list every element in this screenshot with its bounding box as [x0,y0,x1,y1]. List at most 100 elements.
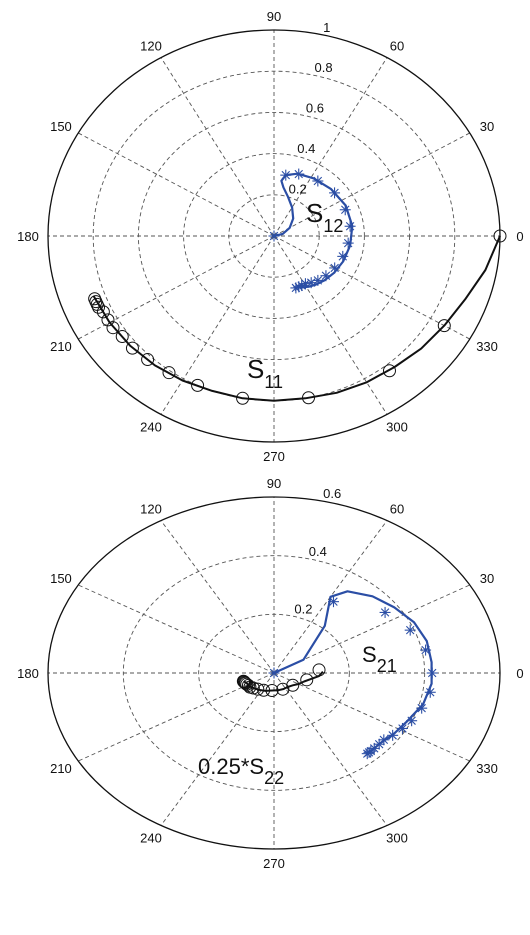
angle-tick-label: 270 [263,449,285,464]
data-point-asterisk [406,715,418,727]
radial-tick-label: 1 [323,20,330,35]
data-point-circle [162,366,176,380]
angle-gridline-210 [78,235,275,340]
angle-tick-label: 300 [386,831,408,846]
series-line-0 [273,590,433,755]
angle-tick-label: 90 [267,9,281,24]
data-point-asterisk [379,606,391,618]
data-point-asterisk [424,686,436,698]
data-point-circle [115,329,129,343]
data-point-circle [240,677,254,691]
radial-gridline-0.6 [137,111,411,361]
radial-gridline-0.4 [183,153,365,319]
data-point-asterisk [344,220,356,232]
data-point-asterisk [312,175,324,187]
data-point-asterisk [329,262,341,274]
angle-gridline-30 [273,132,470,237]
angle-tick-label: 30 [480,119,494,134]
angle-tick-label: 30 [480,571,494,586]
data-point-circle [251,682,265,696]
data-point-asterisk [416,702,428,714]
data-point-circle [92,300,106,314]
angle-gridline-120 [160,57,275,237]
angle-tick-label: 150 [50,119,72,134]
angle-tick-label: 210 [50,339,72,354]
data-point-asterisk [396,722,408,734]
data-point-asterisk [290,282,302,294]
polar-plot-s21-s22: 0.2 0.4 0.6 0 30 60 90 120 150 180 210 240 270 300 330… [17,476,523,871]
data-point-circle [106,321,120,335]
angle-tick-label: 150 [50,571,72,586]
data-point-circle [236,674,250,688]
radial-tick-label: 0.8 [314,60,332,75]
angle-gridline-30 [273,584,470,674]
angle-gridline-60 [273,57,388,237]
data-point-circle [382,364,396,378]
radial-tick-label: 0.4 [309,544,327,559]
data-point-circle [236,391,250,405]
angle-gridline-120 [160,520,275,674]
data-point-asterisk [293,168,305,180]
polar-frame [47,496,501,850]
radial-gridline-0.4 [122,555,426,791]
angle-tick-label: 270 [263,856,285,871]
data-point-asterisk [339,204,351,216]
angle-tick-label: 60 [390,38,404,53]
angle-gridline-150 [78,132,275,237]
data-point-circle [238,676,252,690]
angle-gridline-330 [273,235,470,340]
data-point-circle [141,353,155,367]
series-line-2 [92,235,501,402]
data-point-circle [191,378,205,392]
series-annotation: S21 [362,642,397,676]
radial-tick-label: 0.6 [306,101,324,116]
data-point-circle [241,678,255,692]
angle-gridline-240 [160,235,275,415]
data-point-asterisk [404,624,416,636]
data-point-circle [90,297,104,311]
data-point-asterisk [387,729,399,741]
data-point-circle [301,391,315,405]
angle-tick-label: 120 [140,501,162,516]
data-point-circle [88,292,102,306]
angle-tick-label: 180 [17,229,39,244]
angle-tick-label: 240 [140,420,162,435]
angle-tick-label: 0 [516,229,523,244]
series-annotation: 0.25*S22 [198,754,284,788]
angle-gridline-300 [273,672,388,826]
data-point-circle [493,229,507,243]
data-point-asterisk [327,596,339,608]
angle-tick-label: 180 [17,666,39,681]
angle-gridline-150 [78,584,275,674]
data-point-circle [312,663,326,677]
angle-tick-label: 300 [386,420,408,435]
angle-tick-label: 60 [390,501,404,516]
series-annotation: S12 [306,198,343,236]
data-point-asterisk [280,169,292,181]
angle-gridline-300 [273,235,388,415]
angle-tick-label: 240 [140,831,162,846]
angle-tick-label: 120 [140,38,162,53]
data-point-circle [437,319,451,333]
radial-gridline-0.2 [198,613,350,733]
angle-gridline-240 [160,672,275,826]
data-point-circle [125,341,139,355]
radial-gridline-0.2 [228,194,320,278]
radial-tick-label: 0.4 [297,141,315,156]
data-point-circle [276,682,290,696]
data-point-asterisk [320,270,332,282]
data-point-circle [101,313,115,327]
angle-gridline-210 [78,672,275,762]
radial-tick-label: 0.2 [294,601,312,616]
data-point-circle [257,683,271,697]
data-point-asterisk [268,667,280,679]
data-point-asterisk [342,237,354,249]
angle-tick-label: 210 [50,761,72,776]
data-point-asterisk [268,230,280,242]
data-point-asterisk [361,748,373,760]
data-point-asterisk [426,667,438,679]
angle-tick-label: 0 [516,666,523,681]
data-point-asterisk [420,644,432,656]
data-point-asterisk [329,187,341,199]
